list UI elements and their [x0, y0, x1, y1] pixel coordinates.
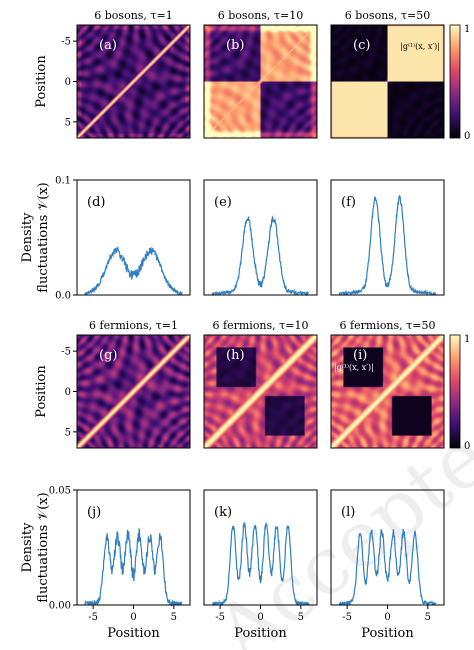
y-tick-label-j: 0.00 — [49, 601, 71, 612]
axes-frame-i — [330, 334, 445, 449]
colorbar-c — [449, 24, 461, 139]
y-axis-label-line2-j: fluctuations 𝒱(x) — [36, 492, 51, 602]
heatmap-a — [77, 25, 190, 138]
axes-frame-f — [330, 179, 445, 296]
annotation-i: |g⁽¹⁾(x, x′)| — [334, 363, 374, 372]
axes-frame-d — [76, 179, 191, 296]
panel-label-d: (d) — [87, 195, 105, 210]
x-tick-label-k: 0 — [257, 612, 263, 623]
colorbar-tick-c: 1 — [464, 24, 470, 35]
y-axis-label-a: Position — [34, 55, 49, 108]
y-tick-label-a: 5 — [65, 117, 71, 128]
panel-label-h: (h) — [226, 348, 245, 363]
y-tick-label-g: -5 — [61, 347, 71, 358]
panel-title-a: 6 bosons, τ=1 — [94, 9, 172, 22]
axes-frame-h — [203, 334, 318, 449]
series-line-d — [84, 245, 183, 296]
y-tick-label-a: -5 — [61, 37, 71, 48]
y-axis-label-line1-d: Density — [20, 212, 35, 263]
y-axis-label-line2-d: fluctuations 𝒱(x) — [36, 182, 51, 292]
x-tick-label-j: -5 — [88, 612, 98, 623]
colorbar-i — [449, 334, 461, 449]
panel-title-h: 6 fermions, τ=10 — [213, 319, 309, 332]
y-tick-label-a: 0 — [65, 77, 71, 88]
panel-label-j: (j) — [87, 505, 101, 520]
x-tick-label-l: 5 — [425, 612, 431, 623]
colorbar-tick-i: 0 — [464, 441, 470, 452]
y-tick-label-g: 5 — [65, 427, 71, 438]
panel-label-i: (i) — [353, 348, 367, 363]
series-line-l — [338, 528, 437, 607]
heatmap-i — [331, 335, 444, 448]
heatmap-c — [331, 25, 444, 138]
series-line-e — [211, 214, 309, 297]
panel-title-b: 6 bosons, τ=10 — [218, 9, 303, 22]
y-tick-label-d: 0.0 — [55, 291, 71, 302]
y-axis-label-g: Position — [34, 365, 49, 418]
x-tick-label-l: -5 — [342, 612, 352, 623]
x-tick-label-k: 5 — [298, 612, 304, 623]
series-line-k — [212, 521, 310, 607]
x-axis-label-l: Position — [361, 626, 414, 641]
panel-label-k: (k) — [214, 505, 232, 520]
axes-frame-b — [203, 24, 318, 139]
colorbar-tick-i: 1 — [464, 334, 470, 345]
panel-label-l: (l) — [341, 505, 355, 520]
panel-title-g: 6 fermions, τ=1 — [89, 319, 178, 332]
panel-title-i: 6 fermions, τ=50 — [340, 319, 436, 332]
colorbar-tick-c: 0 — [464, 131, 470, 142]
x-axis-label-j: Position — [107, 626, 160, 641]
series-line-f — [338, 195, 437, 297]
panel-label-c: (c) — [353, 38, 370, 53]
panel-label-e: (e) — [214, 195, 232, 210]
panel-label-b: (b) — [226, 38, 244, 53]
axes-frame-e — [203, 179, 318, 296]
axes-frame-c — [330, 24, 445, 139]
y-tick-label-d: 0.1 — [55, 176, 71, 187]
heatmap-g — [77, 335, 190, 448]
x-tick-label-l: 0 — [384, 612, 390, 623]
x-axis-label-k: Position — [234, 626, 287, 641]
panels: 6 bosons, τ=1 (a) 5 0 -5 Position 6 bosons, τ=… — [20, 9, 470, 641]
y-axis-label-line1-j: Density — [20, 522, 35, 573]
heatmap-h — [204, 335, 317, 448]
panel-label-g: (g) — [99, 348, 117, 363]
x-tick-label-j: 0 — [130, 612, 136, 623]
panel-title-c: 6 bosons, τ=50 — [345, 9, 430, 22]
panel-label-f: (f) — [341, 195, 356, 210]
x-tick-label-j: 5 — [171, 612, 177, 623]
annotation-c: |g⁽¹⁾(x, x′)| — [400, 42, 440, 51]
series-line-j — [84, 527, 183, 607]
y-tick-label-j: 0.05 — [49, 486, 71, 497]
heatmap-b — [204, 25, 317, 138]
x-tick-label-k: -5 — [215, 612, 225, 623]
y-tick-label-g: 0 — [65, 387, 71, 398]
panel-label-a: (a) — [99, 38, 117, 53]
